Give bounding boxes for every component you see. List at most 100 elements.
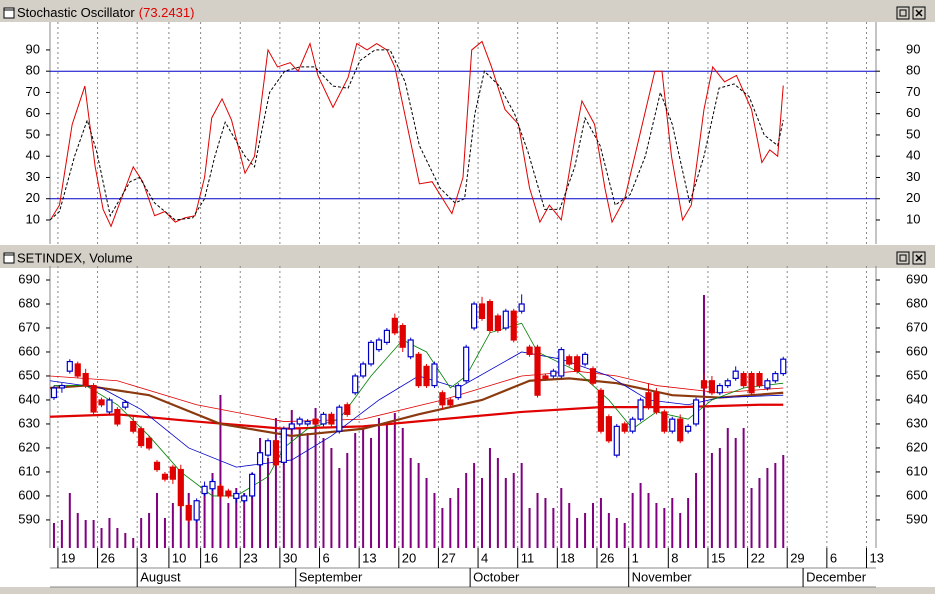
candle-body [645, 392, 652, 408]
x-tick-label: 8 [671, 550, 678, 565]
y-tick-label: 650 [906, 367, 928, 382]
candle-body [391, 317, 398, 334]
candle-body [542, 375, 549, 379]
maximize-icon [899, 254, 907, 262]
volume-bar [663, 508, 666, 548]
candle-body [526, 346, 533, 355]
volume-bar [409, 458, 412, 548]
x-tick-label: 26 [101, 550, 115, 565]
candle-body [375, 339, 383, 351]
volume-bar [290, 410, 293, 548]
y-tick-label: 30 [906, 169, 920, 184]
close-icon [915, 9, 923, 17]
volume-bar [156, 493, 159, 548]
volume-bar [782, 455, 785, 548]
maximize-button[interactable] [896, 251, 910, 265]
candle-body [82, 372, 89, 387]
candle-body [780, 358, 787, 375]
x-tick-label: 6 [323, 550, 330, 565]
candle-body [367, 341, 375, 365]
candle-body [304, 420, 311, 425]
volume-bar [306, 433, 309, 548]
candle-body [344, 404, 351, 415]
volume-bar [132, 538, 135, 548]
candle-body [685, 425, 692, 432]
candle-body [399, 324, 406, 348]
volume-bar [393, 413, 396, 548]
volume-bar [227, 503, 230, 548]
y-tick-label: 680 [906, 295, 928, 310]
volume-bar [568, 503, 571, 548]
y-tick-label: 80 [26, 63, 40, 78]
candle-body [597, 389, 605, 432]
volume-bar [758, 478, 761, 548]
volume-bar [520, 463, 523, 548]
candle-body [669, 418, 676, 432]
y-tick-label: 610 [18, 463, 40, 478]
y-tick-label: 630 [906, 415, 928, 430]
volume-bar [314, 408, 317, 548]
y-tick-label: 610 [906, 463, 928, 478]
candle-body [360, 363, 367, 377]
candle-body [574, 356, 581, 372]
volume-bar [718, 448, 721, 548]
y-tick-label: 630 [18, 415, 40, 430]
candle-body [589, 368, 597, 384]
candle-body [264, 440, 272, 456]
moving-average [49, 370, 784, 422]
volume-bar [449, 498, 452, 548]
month-label: September [299, 569, 363, 584]
maximize-button[interactable] [896, 6, 910, 20]
volume-bar [441, 508, 444, 548]
volume-bar [687, 498, 690, 548]
volume-bar [401, 428, 404, 548]
month-label: August [140, 569, 181, 584]
title-bar [0, 4, 935, 22]
candle-body [700, 380, 708, 389]
candle-body [415, 353, 422, 387]
candle-body [272, 440, 280, 466]
volume-bar [488, 448, 491, 548]
volume-bar [615, 518, 618, 548]
candle-body [621, 423, 628, 432]
y-tick-label: 590 [906, 511, 928, 526]
candle-body [201, 485, 208, 495]
volume-bar [544, 498, 547, 548]
volume-bar [179, 488, 182, 548]
y-tick-label: 40 [906, 148, 920, 163]
volume-bar [710, 453, 713, 548]
volume-bar [282, 438, 285, 548]
volume-bar [76, 513, 79, 548]
volume-bar [100, 528, 103, 548]
candle-body [748, 372, 755, 394]
volume-bar [163, 518, 166, 548]
volume-bar [298, 428, 301, 548]
x-tick-label: 13 [362, 550, 376, 565]
candle-body [225, 490, 232, 497]
y-tick-label: 660 [906, 343, 928, 358]
y-tick-label: 10 [906, 211, 920, 226]
candle-body [613, 425, 620, 456]
x-tick-label: 15 [711, 550, 725, 565]
candle-body [534, 346, 541, 396]
candle-body [169, 466, 176, 480]
volume-bar [504, 478, 507, 548]
volume-bar [195, 513, 198, 548]
candle-body [581, 353, 589, 365]
candle-body [312, 418, 319, 425]
candle-body [256, 452, 264, 466]
x-tick-label: 11 [521, 550, 535, 565]
volume-bar [251, 473, 254, 548]
candle-body [494, 315, 501, 331]
indicator-line [51, 40, 784, 228]
candle-body [130, 420, 137, 432]
volume-bar [726, 428, 729, 548]
candle-body [716, 384, 723, 394]
candle-body [193, 500, 200, 521]
volume-bar [576, 518, 579, 548]
volume-bar [774, 463, 777, 548]
candle-body [629, 418, 636, 432]
volume-bar [219, 395, 222, 548]
y-tick-label: 70 [906, 84, 920, 99]
